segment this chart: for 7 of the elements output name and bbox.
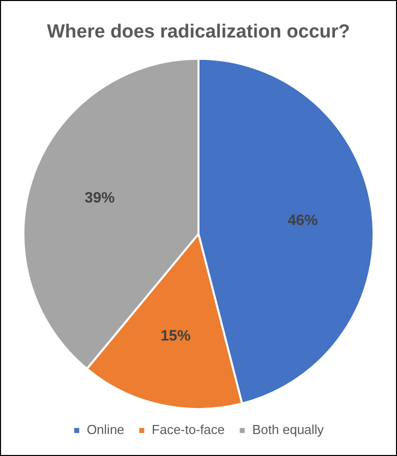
data-label: 15% [160, 328, 191, 345]
data-label: 46% [288, 212, 318, 229]
legend-label: Online [86, 422, 124, 438]
legend-label: Face-to-face [152, 422, 225, 438]
data-label: 39% [84, 189, 115, 206]
legend-label: Both equally [252, 422, 324, 438]
chart-title: Where does radicalization occur? [46, 22, 350, 43]
